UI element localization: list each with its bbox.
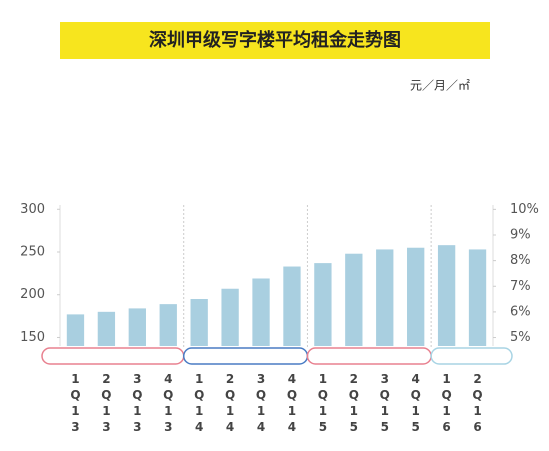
bar xyxy=(252,278,270,346)
y-tick-label: 200 xyxy=(20,287,45,302)
y-tick-label: 300 xyxy=(20,202,45,217)
x-tick-label: 1Q13 xyxy=(68,372,83,436)
x-tick-label: 1Q15 xyxy=(315,372,330,436)
bar xyxy=(128,308,146,346)
bar xyxy=(437,245,456,346)
x-tick-label: 2Q16 xyxy=(470,372,485,436)
bar xyxy=(97,311,116,346)
bar xyxy=(159,304,177,346)
y2-tick-label: 7% xyxy=(510,279,531,294)
y2-tick-label: 8% xyxy=(510,253,531,268)
x-tick-label: 2Q13 xyxy=(99,372,114,436)
y2-tick-label: 6% xyxy=(510,304,531,319)
year-band xyxy=(182,347,309,365)
bar xyxy=(66,314,85,346)
title-box xyxy=(60,22,490,59)
bar xyxy=(345,253,363,346)
bar xyxy=(221,288,239,346)
bar xyxy=(407,247,425,346)
x-tick-label: 1Q16 xyxy=(439,372,454,436)
bar xyxy=(190,299,208,346)
x-tick-label: 4Q15 xyxy=(408,372,423,436)
y-tick-label: 150 xyxy=(20,330,45,345)
year-band xyxy=(41,347,185,365)
y2-tick-label: 9% xyxy=(510,227,531,242)
year-band xyxy=(430,347,513,365)
bar xyxy=(376,249,394,346)
bar xyxy=(314,263,332,346)
x-tick-label: 2Q15 xyxy=(346,372,361,436)
x-tick-label: 3Q15 xyxy=(377,372,392,436)
y2-tick-label: 10% xyxy=(510,202,539,217)
bar xyxy=(283,266,301,346)
chart-title: 深圳甲级写字楼平均租金走势图 xyxy=(149,29,401,51)
x-tick-label: 3Q14 xyxy=(254,372,269,436)
unit-label: 元／月／㎡ xyxy=(410,79,470,93)
x-tick-label: 2Q14 xyxy=(223,372,238,436)
y-tick-label: 250 xyxy=(20,245,45,260)
y2-tick-label: 5% xyxy=(510,330,531,345)
x-tick-label: 1Q14 xyxy=(192,372,207,436)
x-tick-label: 4Q14 xyxy=(284,372,299,436)
bar xyxy=(468,249,487,346)
x-tick-label: 4Q13 xyxy=(161,372,176,436)
year-band xyxy=(306,347,432,365)
x-tick-label: 3Q13 xyxy=(130,372,145,436)
